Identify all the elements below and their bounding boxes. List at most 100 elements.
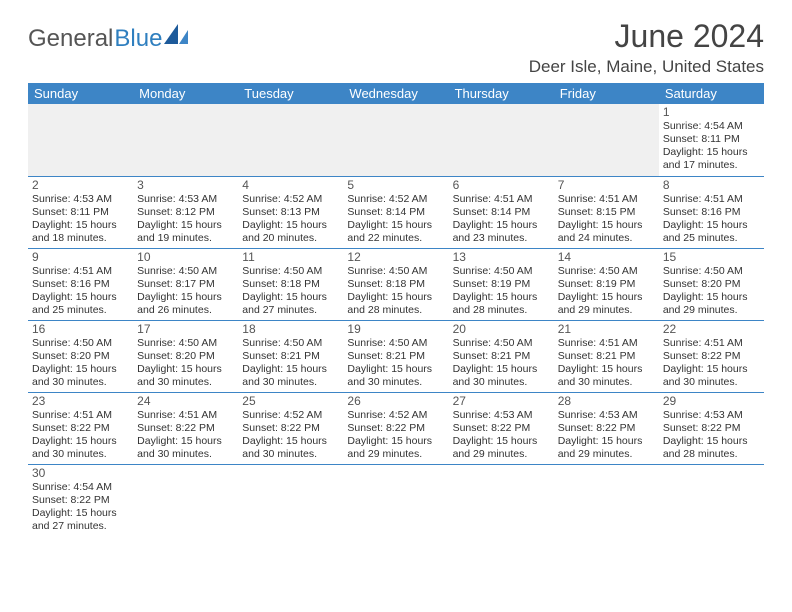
calendar-cell xyxy=(133,464,238,536)
dayname-mon: Monday xyxy=(133,83,238,104)
day-info: Sunrise: 4:51 AMSunset: 8:14 PMDaylight:… xyxy=(453,193,550,246)
calendar-cell: 16Sunrise: 4:50 AMSunset: 8:20 PMDayligh… xyxy=(28,320,133,392)
daylight-text-2: and 25 minutes. xyxy=(663,232,760,245)
day-number: 1 xyxy=(663,105,760,119)
day-number: 19 xyxy=(347,322,444,336)
calendar-cell xyxy=(238,464,343,536)
logo-sail-icon xyxy=(164,24,190,44)
daylight-text-1: Daylight: 15 hours xyxy=(137,291,234,304)
daylight-text-2: and 30 minutes. xyxy=(137,448,234,461)
calendar-cell: 26Sunrise: 4:52 AMSunset: 8:22 PMDayligh… xyxy=(343,392,448,464)
calendar-cell: 2Sunrise: 4:53 AMSunset: 8:11 PMDaylight… xyxy=(28,176,133,248)
daylight-text-1: Daylight: 15 hours xyxy=(453,435,550,448)
sunrise-text: Sunrise: 4:54 AM xyxy=(32,481,129,494)
day-info: Sunrise: 4:51 AMSunset: 8:22 PMDaylight:… xyxy=(663,337,760,390)
daylight-text-1: Daylight: 15 hours xyxy=(242,363,339,376)
calendar-cell: 18Sunrise: 4:50 AMSunset: 8:21 PMDayligh… xyxy=(238,320,343,392)
day-number: 7 xyxy=(558,178,655,192)
day-number: 4 xyxy=(242,178,339,192)
daylight-text-2: and 30 minutes. xyxy=(137,376,234,389)
day-info: Sunrise: 4:54 AMSunset: 8:22 PMDaylight:… xyxy=(32,481,129,534)
daylight-text-2: and 29 minutes. xyxy=(558,304,655,317)
sunset-text: Sunset: 8:19 PM xyxy=(453,278,550,291)
daylight-text-2: and 30 minutes. xyxy=(32,448,129,461)
daylight-text-2: and 20 minutes. xyxy=(242,232,339,245)
day-info: Sunrise: 4:51 AMSunset: 8:16 PMDaylight:… xyxy=(663,193,760,246)
day-info: Sunrise: 4:50 AMSunset: 8:21 PMDaylight:… xyxy=(453,337,550,390)
daylight-text-1: Daylight: 15 hours xyxy=(32,219,129,232)
sunrise-text: Sunrise: 4:53 AM xyxy=(32,193,129,206)
sunset-text: Sunset: 8:12 PM xyxy=(137,206,234,219)
sunrise-text: Sunrise: 4:53 AM xyxy=(137,193,234,206)
sunset-text: Sunset: 8:16 PM xyxy=(663,206,760,219)
daylight-text-2: and 24 minutes. xyxy=(558,232,655,245)
sunrise-text: Sunrise: 4:50 AM xyxy=(32,337,129,350)
day-info: Sunrise: 4:52 AMSunset: 8:13 PMDaylight:… xyxy=(242,193,339,246)
daylight-text-2: and 29 minutes. xyxy=(558,448,655,461)
daylight-text-1: Daylight: 15 hours xyxy=(347,363,444,376)
sunset-text: Sunset: 8:21 PM xyxy=(558,350,655,363)
sunset-text: Sunset: 8:22 PM xyxy=(558,422,655,435)
sunrise-text: Sunrise: 4:51 AM xyxy=(32,409,129,422)
daylight-text-1: Daylight: 15 hours xyxy=(32,435,129,448)
sunset-text: Sunset: 8:11 PM xyxy=(663,133,760,146)
day-number: 29 xyxy=(663,394,760,408)
day-info: Sunrise: 4:51 AMSunset: 8:15 PMDaylight:… xyxy=(558,193,655,246)
daylight-text-1: Daylight: 15 hours xyxy=(453,219,550,232)
sunset-text: Sunset: 8:22 PM xyxy=(137,422,234,435)
calendar-cell xyxy=(659,464,764,536)
dayname-tue: Tuesday xyxy=(238,83,343,104)
day-number: 24 xyxy=(137,394,234,408)
day-number: 23 xyxy=(32,394,129,408)
logo-text-general: General xyxy=(28,25,113,53)
calendar-table: Sunday Monday Tuesday Wednesday Thursday… xyxy=(28,83,764,536)
day-number: 10 xyxy=(137,250,234,264)
calendar-cell: 23Sunrise: 4:51 AMSunset: 8:22 PMDayligh… xyxy=(28,392,133,464)
daylight-text-2: and 30 minutes. xyxy=(32,376,129,389)
sunrise-text: Sunrise: 4:54 AM xyxy=(663,120,760,133)
calendar-cell: 24Sunrise: 4:51 AMSunset: 8:22 PMDayligh… xyxy=(133,392,238,464)
sunset-text: Sunset: 8:18 PM xyxy=(242,278,339,291)
daylight-text-2: and 30 minutes. xyxy=(453,376,550,389)
sunrise-text: Sunrise: 4:50 AM xyxy=(453,265,550,278)
sunrise-text: Sunrise: 4:51 AM xyxy=(663,193,760,206)
day-number: 30 xyxy=(32,466,129,480)
title-block: June 2024 Deer Isle, Maine, United State… xyxy=(529,18,764,77)
calendar-cell xyxy=(133,104,238,176)
sunrise-text: Sunrise: 4:50 AM xyxy=(242,265,339,278)
sunset-text: Sunset: 8:20 PM xyxy=(32,350,129,363)
logo-text-blue: Blue xyxy=(114,25,162,53)
calendar-row: 1Sunrise: 4:54 AMSunset: 8:11 PMDaylight… xyxy=(28,104,764,176)
day-number: 26 xyxy=(347,394,444,408)
day-number: 28 xyxy=(558,394,655,408)
day-number: 3 xyxy=(137,178,234,192)
dayname-thu: Thursday xyxy=(449,83,554,104)
calendar-cell: 15Sunrise: 4:50 AMSunset: 8:20 PMDayligh… xyxy=(659,248,764,320)
calendar-row: 2Sunrise: 4:53 AMSunset: 8:11 PMDaylight… xyxy=(28,176,764,248)
calendar-cell xyxy=(449,464,554,536)
sunrise-text: Sunrise: 4:50 AM xyxy=(137,265,234,278)
sunrise-text: Sunrise: 4:52 AM xyxy=(242,193,339,206)
sunrise-text: Sunrise: 4:50 AM xyxy=(347,265,444,278)
calendar-cell: 10Sunrise: 4:50 AMSunset: 8:17 PMDayligh… xyxy=(133,248,238,320)
sunset-text: Sunset: 8:13 PM xyxy=(242,206,339,219)
calendar-cell: 19Sunrise: 4:50 AMSunset: 8:21 PMDayligh… xyxy=(343,320,448,392)
daylight-text-1: Daylight: 15 hours xyxy=(558,219,655,232)
calendar-cell: 27Sunrise: 4:53 AMSunset: 8:22 PMDayligh… xyxy=(449,392,554,464)
sunset-text: Sunset: 8:22 PM xyxy=(453,422,550,435)
calendar-cell xyxy=(449,104,554,176)
calendar-cell: 6Sunrise: 4:51 AMSunset: 8:14 PMDaylight… xyxy=(449,176,554,248)
daylight-text-1: Daylight: 15 hours xyxy=(137,363,234,376)
daylight-text-2: and 30 minutes. xyxy=(242,448,339,461)
day-number: 14 xyxy=(558,250,655,264)
sunset-text: Sunset: 8:20 PM xyxy=(663,278,760,291)
sunrise-text: Sunrise: 4:50 AM xyxy=(137,337,234,350)
day-info: Sunrise: 4:53 AMSunset: 8:22 PMDaylight:… xyxy=(663,409,760,462)
calendar-cell xyxy=(343,464,448,536)
calendar-cell: 1Sunrise: 4:54 AMSunset: 8:11 PMDaylight… xyxy=(659,104,764,176)
dayname-sat: Saturday xyxy=(659,83,764,104)
sunrise-text: Sunrise: 4:50 AM xyxy=(663,265,760,278)
daylight-text-1: Daylight: 15 hours xyxy=(32,363,129,376)
sunset-text: Sunset: 8:16 PM xyxy=(32,278,129,291)
sunrise-text: Sunrise: 4:53 AM xyxy=(453,409,550,422)
